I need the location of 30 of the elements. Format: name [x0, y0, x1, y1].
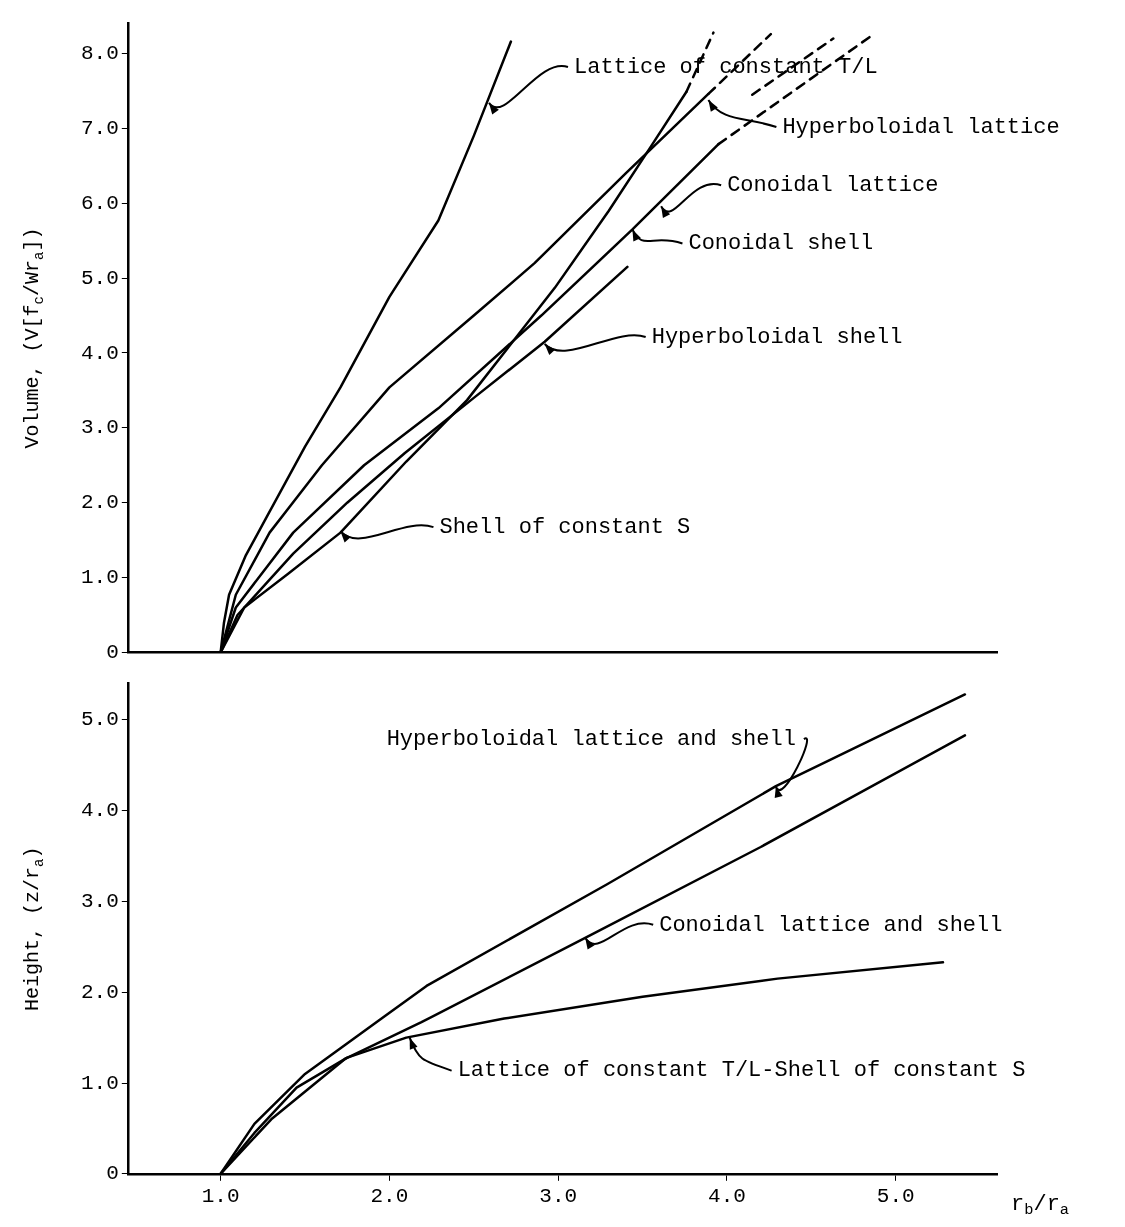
- y-tick-label: 0: [106, 1162, 119, 1186]
- annotation: Hyperboloidal shell: [651, 324, 903, 350]
- y-axis-title: Volume, (V[fc/Wra]): [21, 227, 47, 449]
- y-tick-label: 3.0: [80, 890, 119, 914]
- y-tick-label: 4.0: [80, 799, 119, 823]
- annotation: Conoidal lattice and shell: [659, 912, 1003, 938]
- x-tick-label: 4.0: [708, 1184, 746, 1208]
- y-tick-label: 0: [106, 640, 119, 664]
- y-tick-label: 2.0: [80, 980, 119, 1004]
- y-tick-label: 5.0: [80, 708, 119, 732]
- y-tick-label: 8.0: [80, 42, 119, 66]
- y-tick-label: 2.0: [80, 491, 119, 515]
- x-tick-label: 5.0: [876, 1184, 915, 1208]
- y-tick-label: 6.0: [80, 191, 119, 215]
- annotation: Shell of constant S: [439, 514, 691, 540]
- annotation: Hyperboloidal lattice and shell: [386, 727, 796, 753]
- annotation: Hyperboloidal lattice: [782, 114, 1060, 140]
- x-tick-label: 1.0: [201, 1184, 240, 1208]
- annotation: Conoidal lattice: [727, 173, 939, 199]
- x-tick-label: 2.0: [370, 1184, 409, 1208]
- y-tick-label: 3.0: [80, 416, 119, 440]
- y-tick-label: 1.0: [80, 566, 119, 590]
- y-tick-label: 1.0: [80, 1071, 119, 1095]
- y-axis-title: Height, (z/ra): [21, 846, 47, 1011]
- y-tick-label: 7.0: [80, 116, 119, 140]
- x-tick-label: 3.0: [539, 1184, 578, 1208]
- y-tick-label: 4.0: [80, 341, 119, 365]
- y-tick-label: 5.0: [80, 266, 119, 290]
- annotation: Conoidal shell: [688, 231, 874, 257]
- annotation: Lattice of constant T/L-Shell of constant S: [457, 1058, 1026, 1084]
